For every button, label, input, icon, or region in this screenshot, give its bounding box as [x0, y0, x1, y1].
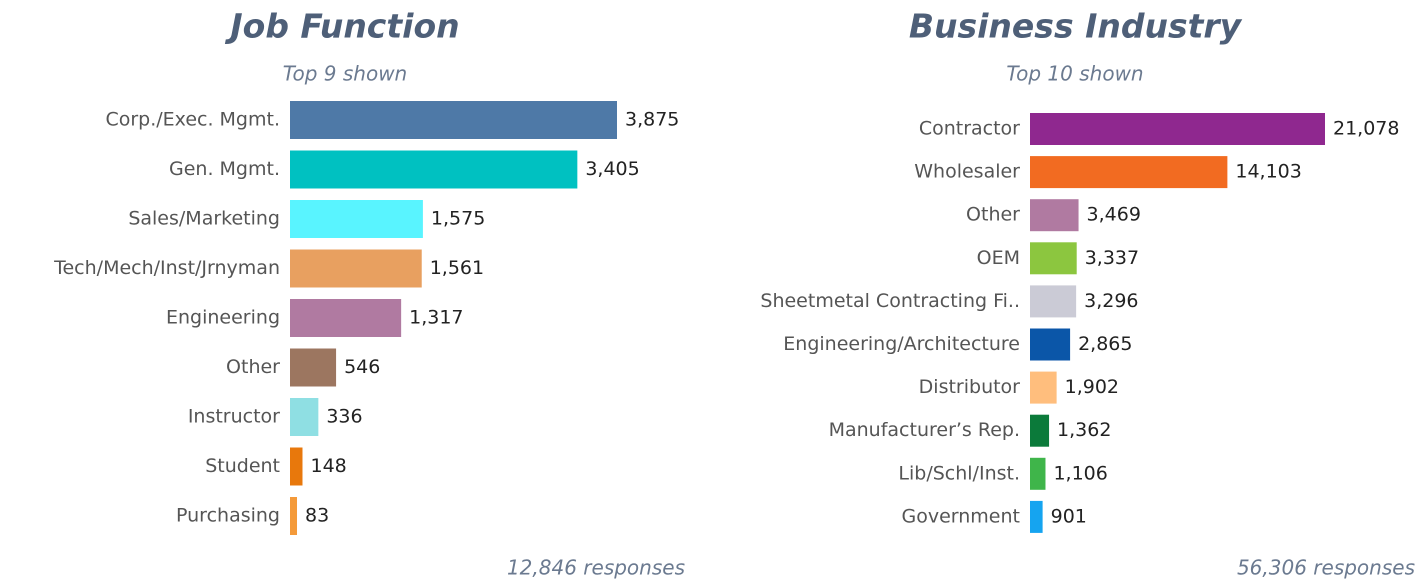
- bar: [290, 249, 422, 288]
- value-label: 3,405: [585, 158, 639, 180]
- value-label: 1,561: [430, 257, 484, 279]
- value-label: 1,317: [409, 307, 463, 329]
- value-label: 3,296: [1084, 290, 1138, 312]
- category-label: Gen. Mgmt.: [169, 158, 280, 180]
- category-label: OEM: [977, 247, 1020, 269]
- category-label: Instructor: [188, 406, 280, 428]
- value-label: 2,865: [1078, 333, 1132, 355]
- value-label: 148: [310, 455, 346, 477]
- bar: [1030, 156, 1228, 189]
- value-label: 336: [326, 406, 362, 428]
- chart-subtitle: Top 9 shown: [283, 62, 407, 86]
- bar: [290, 447, 303, 486]
- value-label: 1,362: [1057, 419, 1111, 441]
- value-label: 21,078: [1333, 118, 1399, 140]
- category-label: Contractor: [919, 118, 1020, 140]
- responses-note: 56,306 responses: [1237, 556, 1415, 580]
- chart-title: Business Industry: [909, 7, 1243, 46]
- bar: [1030, 285, 1077, 318]
- bar: [290, 150, 578, 189]
- bar: [290, 200, 423, 238]
- category-label: Sheetmetal Contracting Fi..: [760, 290, 1020, 312]
- category-label: Sales/Marketing: [128, 208, 280, 230]
- bar: [290, 398, 319, 436]
- category-label: Corp./Exec. Mgmt.: [105, 109, 280, 131]
- value-label: 83: [305, 505, 329, 527]
- category-label: Wholesaler: [914, 161, 1020, 183]
- value-label: 546: [344, 356, 380, 378]
- bar: [1030, 457, 1046, 490]
- category-label: Engineering: [166, 307, 280, 329]
- category-label: Distributor: [919, 376, 1021, 398]
- bar: [290, 101, 617, 139]
- bar: [1030, 500, 1043, 533]
- category-label: Other: [966, 204, 1020, 226]
- category-label: Engineering/Architecture: [783, 333, 1020, 355]
- value-label: 14,103: [1235, 161, 1301, 183]
- value-label: 3,875: [625, 109, 679, 131]
- responses-note: 12,846 responses: [507, 556, 685, 580]
- bar: [1030, 414, 1050, 447]
- bar: [1030, 371, 1057, 404]
- value-label: 1,575: [431, 208, 485, 230]
- bar: [1030, 328, 1071, 361]
- bar: [1030, 242, 1077, 275]
- category-label: Other: [226, 356, 280, 378]
- value-label: 3,469: [1087, 204, 1141, 226]
- bar: [1030, 113, 1325, 145]
- chart-subtitle: Top 10 shown: [1006, 62, 1143, 86]
- chart-title: Job Function: [224, 7, 459, 46]
- bar: [290, 299, 402, 337]
- bar: [290, 348, 337, 387]
- value-label: 1,902: [1065, 376, 1119, 398]
- value-label: 3,337: [1085, 247, 1139, 269]
- bar: [1030, 199, 1079, 232]
- category-label: Student: [205, 455, 280, 477]
- category-label: Manufacturer’s Rep.: [829, 419, 1020, 441]
- category-label: Government: [902, 505, 1021, 527]
- value-label: 901: [1051, 505, 1087, 527]
- category-label: Lib/Schl/Inst.: [898, 462, 1020, 484]
- category-label: Purchasing: [176, 505, 280, 527]
- category-label: Tech/Mech/Inst/Jrnyman: [53, 257, 280, 279]
- bar: [290, 497, 298, 535]
- value-label: 1,106: [1053, 462, 1107, 484]
